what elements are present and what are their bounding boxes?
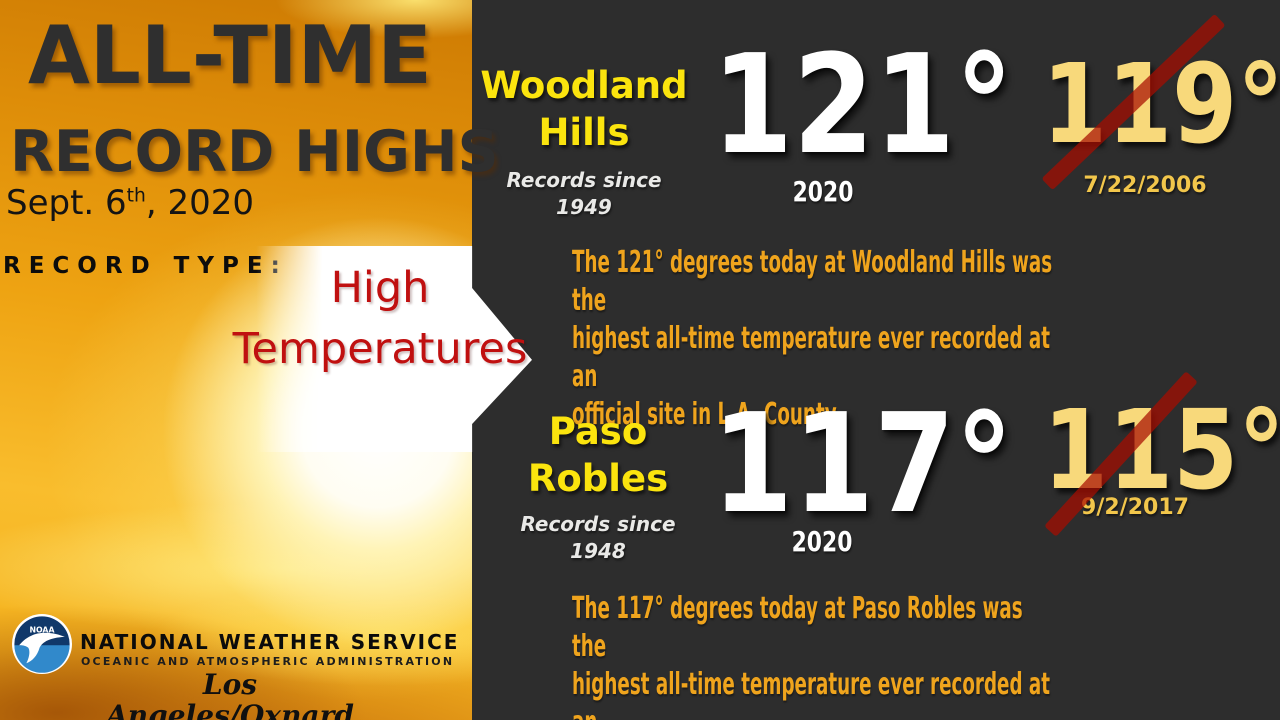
page-title-line2: RECORD HIGHS [10,119,499,185]
agency-name: NATIONAL WEATHER SERVICE [80,630,460,654]
records-since-woodland-hills: Records since 1949 [506,168,662,219]
date-line: Sept. 6th, 2020 [6,186,254,220]
record-type-label: RECORD TYPE: [3,253,288,279]
station-name-woodland-hills: Woodland Hills [480,64,688,154]
old-record-date-woodland-hills: 7/22/2006 [1083,173,1207,198]
old-record-date-paso-robles: 9/2/2017 [1081,495,1189,520]
new-record-year-paso-robles: 2020 [791,525,853,558]
description-paso-robles: The 117° degrees today at Paso Robles wa… [572,591,1051,720]
new-record-temp-woodland-hills: 121° [712,26,1014,185]
description-woodland-hills: The 121° degrees today at Woodland Hills… [572,245,1053,432]
record-type-value-line2: Temperatures [232,324,528,374]
station-name-paso-robles: Paso Robles [527,410,669,500]
records-panel [472,0,1280,720]
new-record-temp-paso-robles: 117° [712,385,1014,544]
date-prefix: Sept. 6 [6,183,127,223]
noaa-logo-icon: NOAA [12,614,72,674]
date-superscript: th [126,185,146,207]
new-record-year-woodland-hills: 2020 [792,175,854,208]
sub-agency-name: OCEANIC AND ATMOSPHERIC ADMINISTRATION [81,655,455,668]
page-title-line1: ALL-TIME [28,9,432,102]
records-since-paso-robles: Records since 1948 [520,512,676,563]
date-suffix: , 2020 [145,183,254,223]
noaa-logo-text: NOAA [29,626,54,635]
office-name: Los Angeles/Oxnard CA [106,668,354,720]
record-type-value-line1: High [330,263,430,313]
